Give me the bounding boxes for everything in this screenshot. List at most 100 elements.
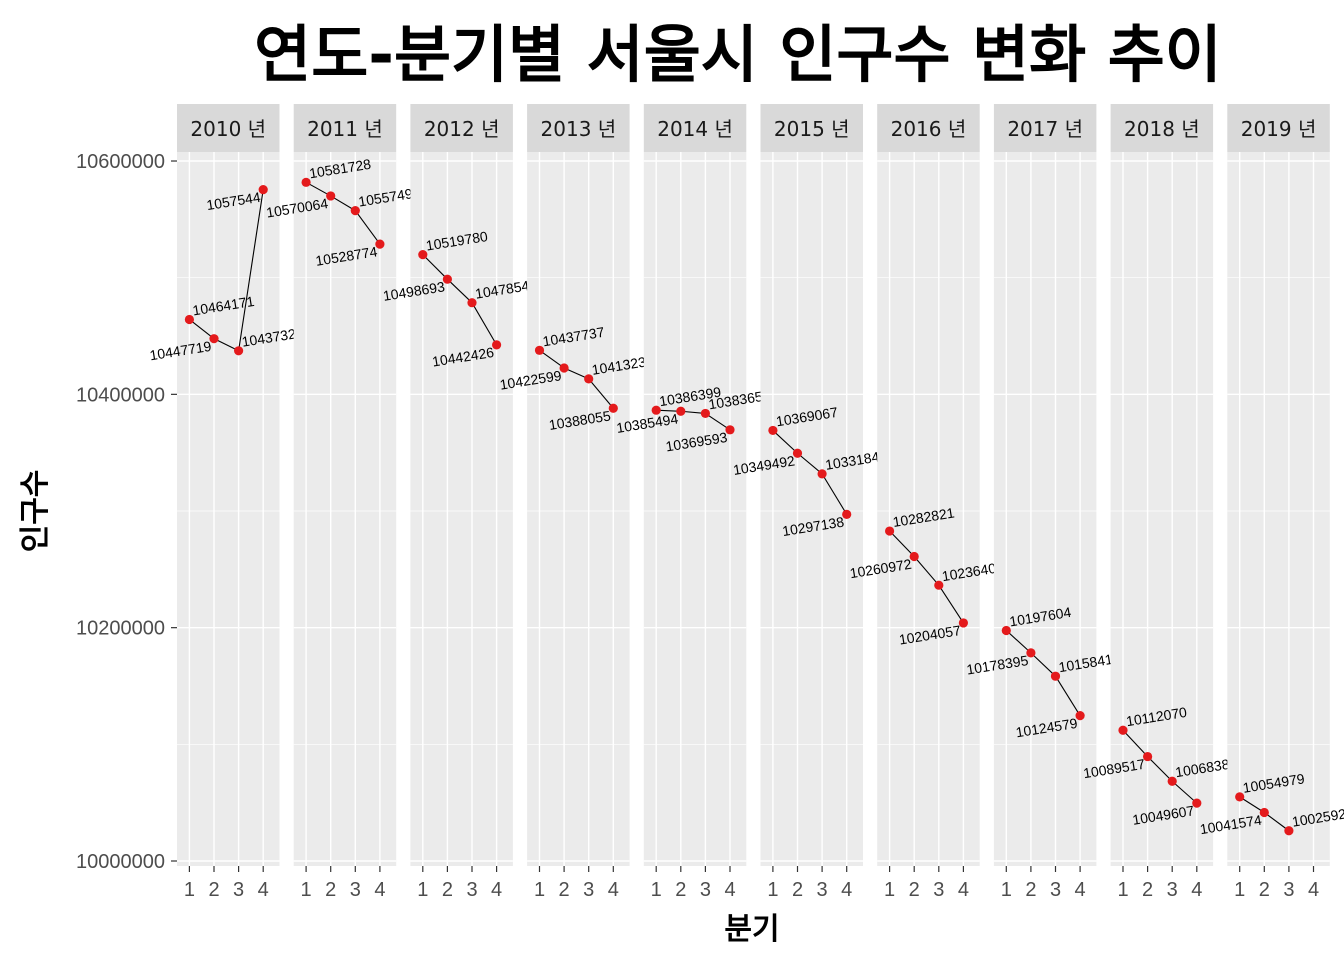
data-point	[258, 185, 268, 195]
x-tick-label: 3	[1167, 879, 1178, 901]
x-tick-label: 3	[350, 879, 361, 901]
data-point	[817, 469, 827, 479]
series-line-segment	[1171, 780, 1198, 804]
facet-strip-label: 2017 년	[1007, 117, 1083, 141]
x-tick-label: 2	[909, 879, 920, 901]
facet-strip-label: 2019 년	[1241, 117, 1317, 141]
facet-strip-label: 2012 년	[424, 117, 500, 141]
x-tick-label: 2	[792, 879, 803, 901]
panel-background	[293, 152, 397, 866]
series-line-segment	[330, 195, 356, 212]
series-line-segment	[705, 412, 731, 431]
facet-panel: 2014 년1 2 3 4103863991038549410383651103695…	[615, 104, 772, 901]
facet-strip	[760, 104, 863, 152]
series-line-segment	[305, 181, 331, 197]
series-line-segment	[447, 278, 473, 304]
x-tick-label: 2	[325, 879, 336, 901]
facet-strip	[177, 104, 280, 152]
x-tick-label: 4	[724, 879, 735, 901]
data-point	[1050, 671, 1061, 681]
chart-title: 연도-분기별 서울시 인구수 변화 추이	[254, 18, 1222, 91]
data-point	[1235, 792, 1245, 802]
x-tick-label: 2	[208, 879, 219, 901]
series-line-segment	[1030, 652, 1056, 677]
y-axis-title: 인구수	[18, 470, 53, 553]
facet-panel: 2010 년1 2 3 4104641711044771910437326105754…	[148, 104, 305, 901]
x-tick-label: 3	[466, 879, 477, 901]
x-tick-label: 1	[1234, 879, 1245, 901]
data-point	[418, 249, 428, 260]
series-line-segment	[588, 378, 614, 409]
x-tick-label: 3	[583, 879, 594, 901]
x-tick-label: 4	[258, 879, 269, 901]
y-axis: 10000000 10200000 10400000 10600000	[76, 151, 177, 873]
x-tick-label: 3	[233, 879, 244, 901]
facet-strip	[877, 104, 980, 152]
x-tick-label: 4	[1308, 879, 1319, 901]
series-line-segment	[238, 189, 264, 351]
facet-strip-label: 2016 년	[891, 117, 967, 141]
x-tick-label: 2	[1142, 879, 1153, 901]
series-line-segment	[1005, 630, 1032, 654]
series-line-segment	[821, 473, 848, 515]
data-point	[1075, 711, 1085, 721]
x-tick-label: 1	[1117, 879, 1128, 901]
facet-strip-label: 2015 년	[774, 117, 850, 141]
series-line-segment	[354, 210, 381, 245]
facet-panels: 2010 년1 2 3 4104641711044771910437326105754…	[148, 104, 1344, 901]
data-point	[1167, 776, 1177, 786]
x-tick-label: 2	[1025, 879, 1036, 901]
data-point	[842, 509, 852, 519]
panel-background	[177, 152, 280, 866]
x-tick-label: 3	[817, 879, 828, 901]
facet-strip-label: 2014 년	[657, 117, 733, 141]
x-tick-label: 2	[675, 879, 686, 901]
data-point	[442, 274, 452, 284]
series-line-segment	[797, 452, 823, 475]
data-point	[792, 448, 803, 458]
facet-strip	[1110, 104, 1214, 152]
series-line-segment	[1239, 796, 1265, 813]
data-point	[934, 580, 944, 590]
x-tick-label: 4	[1075, 879, 1086, 901]
x-axis-title: 분기	[724, 912, 779, 947]
facet-strip	[527, 104, 630, 152]
facet-strip	[293, 104, 397, 152]
series-line-segment	[422, 254, 448, 280]
x-tick-label: 4	[841, 879, 852, 901]
data-point	[584, 374, 594, 384]
x-tick-label: 1	[651, 879, 662, 901]
series-line-segment	[1122, 729, 1149, 757]
x-tick-label: 4	[374, 879, 385, 901]
facet-strip-label: 2013 년	[541, 117, 617, 141]
data-point	[1143, 751, 1153, 762]
data-point	[209, 334, 219, 344]
panel-background	[1227, 152, 1330, 866]
facet-strip	[993, 104, 1097, 152]
y-tick-label: 10400000	[76, 384, 165, 406]
data-point	[885, 526, 895, 536]
x-tick-label: 1	[184, 879, 195, 901]
x-tick-label: 1	[301, 879, 312, 901]
panel-background	[643, 152, 747, 866]
series-line-segment	[889, 530, 915, 557]
series-line-segment	[913, 556, 940, 586]
series-line-segment	[1055, 675, 1081, 716]
data-point	[1192, 798, 1202, 808]
facet-strip-label: 2011 년	[307, 117, 383, 141]
data-point	[559, 363, 569, 373]
y-tick-label: 10000000	[76, 851, 165, 873]
x-tick-label: 1	[767, 879, 778, 901]
x-tick-label: 2	[559, 879, 570, 901]
series-line-segment	[1263, 812, 1290, 832]
data-point	[326, 191, 336, 201]
data-point	[700, 408, 711, 419]
y-tick-label: 10600000	[76, 151, 165, 173]
data-point	[651, 405, 661, 415]
series-line-segment	[189, 319, 215, 340]
data-point	[350, 205, 360, 216]
panel-background	[527, 152, 630, 866]
